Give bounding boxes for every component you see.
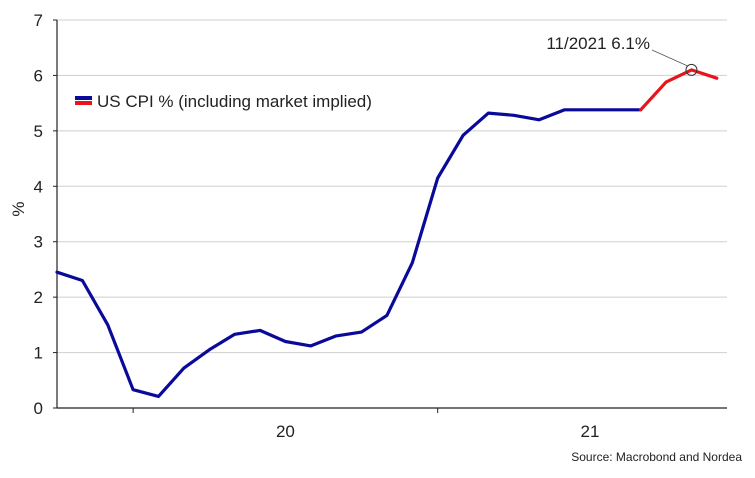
series-line-implied <box>639 68 719 112</box>
y-tick-label-7: 7 <box>34 11 43 30</box>
y-tick-labels: 0 1 2 3 4 5 6 7 <box>34 11 43 418</box>
annotation-label: 11/2021 6.1% <box>546 34 650 53</box>
annotation-leader <box>651 49 688 67</box>
y-axis-label: % <box>9 201 28 216</box>
axes <box>56 20 727 413</box>
x-tick-label-20: 20 <box>276 422 295 441</box>
y-tick-label-4: 4 <box>34 177 43 196</box>
annotation: 11/2021 6.1% <box>546 34 698 76</box>
legend-label: US CPI % (including market implied) <box>97 92 372 111</box>
source-note: Source: Macrobond and Nordea <box>571 450 742 464</box>
x-tick-label-21: 21 <box>580 422 599 441</box>
legend-swatch-red <box>75 101 92 105</box>
y-tick-label-2: 2 <box>34 288 43 307</box>
y-tick-label-3: 3 <box>34 233 43 252</box>
series-line-actual <box>55 108 643 398</box>
y-tick-label-0: 0 <box>34 399 43 418</box>
y-tick-label-5: 5 <box>34 122 43 141</box>
gridlines <box>53 19 727 409</box>
legend: US CPI % (including market implied) <box>75 92 372 111</box>
annotation-marker <box>685 63 698 76</box>
y-tick-label-6: 6 <box>34 66 43 85</box>
x-tick-labels: 20 21 <box>276 422 599 441</box>
legend-swatch-blue <box>75 96 92 100</box>
y-tick-label-1: 1 <box>34 344 43 363</box>
series <box>55 68 719 398</box>
